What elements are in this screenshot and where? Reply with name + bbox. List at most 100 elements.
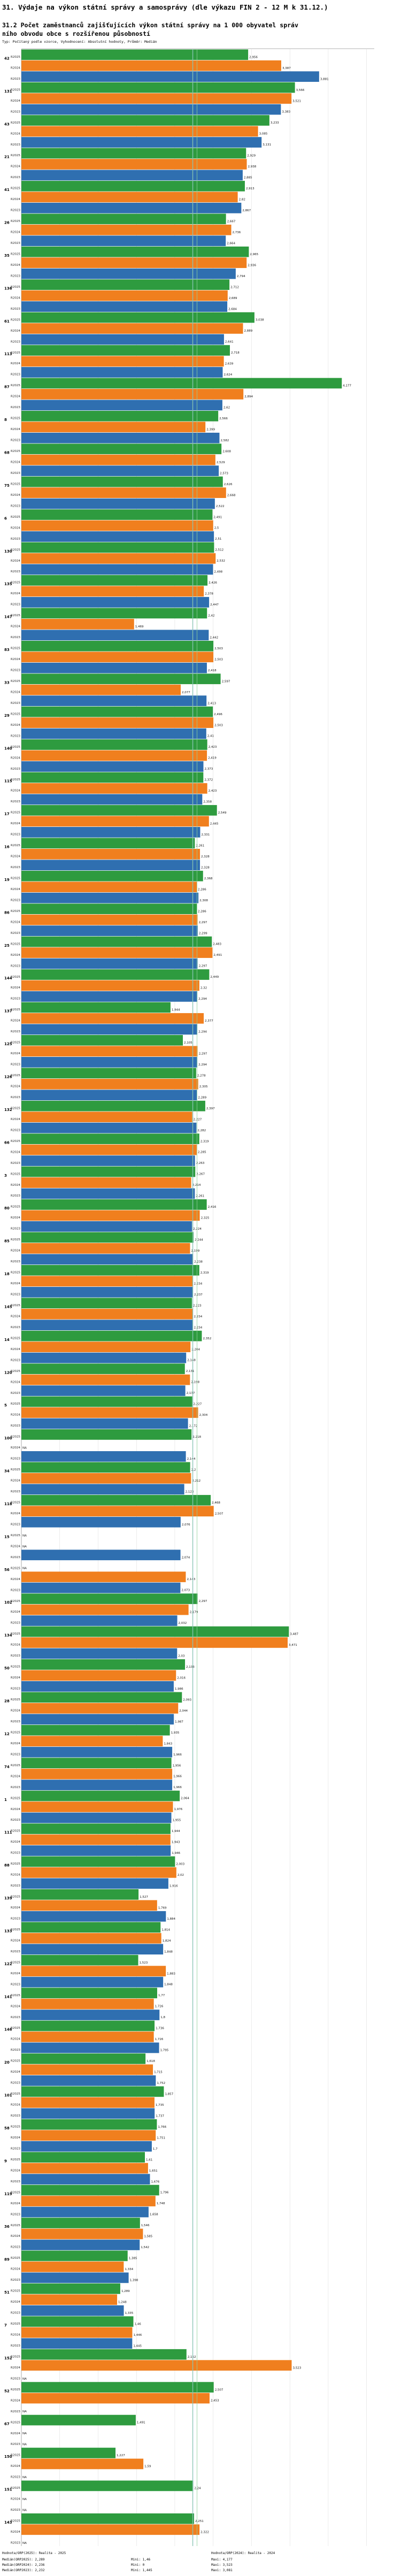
data-label: 2,244 <box>195 1239 203 1242</box>
data-label: 2,172 <box>189 1425 198 1428</box>
series-label: R2025 <box>11 1337 20 1340</box>
category-label: 152 <box>4 2356 12 2360</box>
bar <box>21 345 230 356</box>
series-label: R2023 <box>11 406 20 409</box>
data-label: 1,843 <box>164 1742 172 1745</box>
data-label: 1,987 <box>175 1720 183 1723</box>
category-label: 126 <box>4 1075 12 1079</box>
data-label: 1,335 <box>125 2312 134 2315</box>
bar <box>21 2513 194 2524</box>
data-label: 2,641 <box>225 341 234 344</box>
bar <box>21 761 204 772</box>
series-label: R2024 <box>11 2268 20 2271</box>
bar <box>21 892 199 903</box>
data-label: 2,2 <box>191 1468 196 1471</box>
data-label: 1,944 <box>172 1830 180 1833</box>
data-label: 2,24 <box>194 2487 201 2490</box>
series-label: R2024 <box>11 1151 20 1154</box>
data-label: 2,294 <box>198 1031 207 1034</box>
data-label: 2,445 <box>210 823 219 826</box>
category-label: 67 <box>4 2422 10 2426</box>
chart-subtitle-line2: ního obvodu obce s rozšířenou působností <box>2 30 150 37</box>
series-label: R2024 <box>11 526 20 530</box>
data-label: 2,573 <box>220 472 228 475</box>
series-label: R2024 <box>11 2366 20 2370</box>
series-label: R2025 <box>11 1862 20 1866</box>
bar <box>21 1013 204 1024</box>
data-label: 1,542 <box>141 2246 149 2249</box>
series-label: R2023 <box>11 932 20 935</box>
series-label: R2024 <box>11 296 20 300</box>
data-label: 1,546 <box>141 2224 150 2227</box>
min-2025-label: Mini: 1,46 <box>131 2558 151 2562</box>
series-label: R2023 <box>11 78 20 81</box>
bar <box>21 630 209 641</box>
data-label: 1,527 <box>140 1896 148 1899</box>
series-label: R2023 <box>11 472 20 475</box>
bar <box>21 1758 172 1768</box>
bar <box>21 378 342 389</box>
bar <box>21 1363 185 1374</box>
data-label: 1,735 <box>156 2104 164 2107</box>
data-label: 1,715 <box>154 2071 163 2074</box>
bar <box>21 969 210 980</box>
page-title: 31. Výdaje na výkon státní správy a samo… <box>2 3 328 11</box>
series-label: R2025 <box>11 121 20 125</box>
bar <box>21 104 281 115</box>
category-label: 50 <box>4 1666 10 1670</box>
data-label: 2,62 <box>223 407 230 410</box>
series-label: R2025 <box>11 1206 20 1209</box>
series-label: R2024 <box>11 2333 20 2336</box>
series-label: R2023 <box>11 1063 20 1067</box>
bar <box>21 1024 198 1035</box>
series-label: R2025 <box>11 1008 20 1011</box>
series-label: R2024 <box>11 395 20 398</box>
series-label: R2023 <box>11 1983 20 1986</box>
bar <box>21 553 216 564</box>
bar <box>21 2042 159 2053</box>
series-label: R2023 <box>11 1950 20 1953</box>
bar <box>21 925 198 936</box>
bar <box>21 2327 133 2338</box>
category-label: 36 <box>4 2225 10 2229</box>
series-label: R2025 <box>11 417 20 420</box>
category-label: 132 <box>4 1108 12 1112</box>
series-label: R2023 <box>11 1852 20 1855</box>
series-label: R2025 <box>11 1632 20 1636</box>
data-label: 2,449 <box>210 976 219 979</box>
data-label: 2,965 <box>250 253 258 256</box>
data-label: 2,867 <box>242 209 251 212</box>
series-label: R2025 <box>11 2060 20 2063</box>
data-label: NA <box>22 1447 27 1450</box>
data-label: 1,736 <box>156 2027 164 2030</box>
bar <box>21 1736 163 1747</box>
series-label: R2023 <box>11 998 20 1001</box>
category-label: 68 <box>4 451 10 455</box>
category-label: 51 <box>4 2290 10 2295</box>
bar <box>21 1768 173 1780</box>
bar <box>21 2240 140 2250</box>
series-label: R2025 <box>11 56 20 59</box>
data-label: 2,143 <box>187 1578 195 1581</box>
category-label: 141 <box>4 1995 12 1999</box>
bar <box>21 2010 160 2020</box>
data-label: NA <box>22 1567 27 1570</box>
series-label: R2025 <box>11 581 20 585</box>
bar <box>21 2152 145 2163</box>
data-label: 1,737 <box>156 2114 164 2118</box>
data-label: 2,423 <box>209 789 217 793</box>
data-label: 1,943 <box>172 1841 180 1844</box>
data-label: 2,503 <box>214 647 223 650</box>
data-label: 2,483 <box>213 943 221 946</box>
data-label: 1,986 <box>175 1688 183 1691</box>
bar <box>21 2064 153 2075</box>
data-label: 2,549 <box>218 811 227 815</box>
category-label: 111 <box>4 1830 12 1835</box>
bar <box>21 2086 164 2097</box>
series-label: R2024 <box>11 461 20 464</box>
bar <box>21 1056 198 1068</box>
series-label: R2024 <box>11 1512 20 1515</box>
bar <box>21 137 262 148</box>
category-label: 88 <box>4 1864 10 1868</box>
bar <box>21 1834 171 1845</box>
